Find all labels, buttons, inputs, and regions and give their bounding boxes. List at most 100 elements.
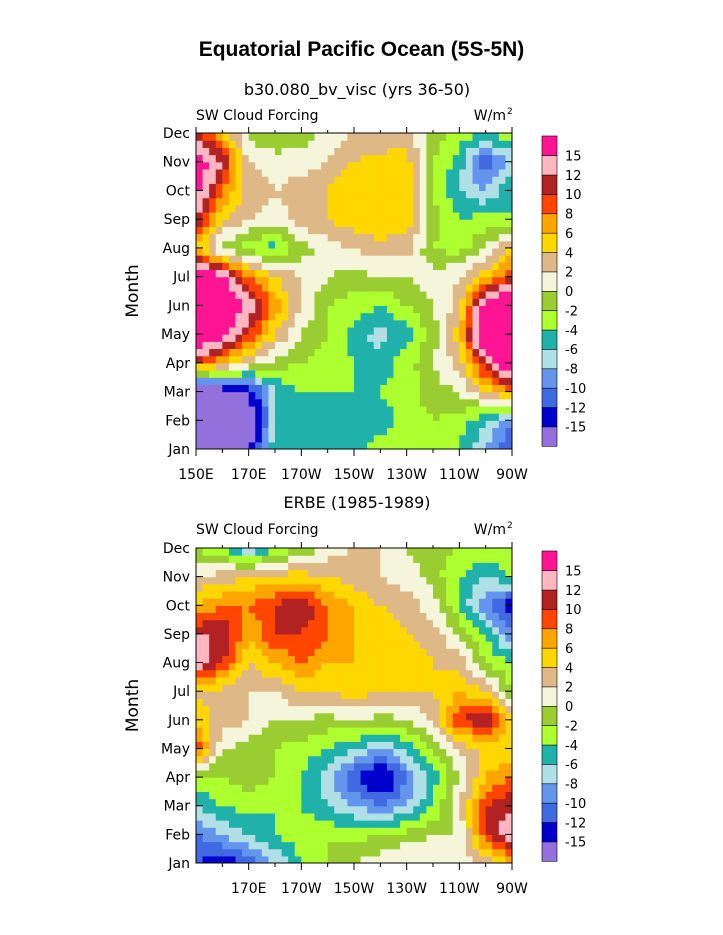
colorbar-box bbox=[541, 232, 558, 253]
heatmap-cell bbox=[367, 734, 375, 742]
heatmap-cell bbox=[215, 791, 223, 800]
heatmap-cell bbox=[354, 691, 362, 699]
heatmap-cell bbox=[242, 576, 250, 585]
page-title: Equatorial Pacific Ocean (5S-5N) bbox=[198, 38, 525, 61]
heatmap-cell bbox=[505, 441, 512, 449]
heatmap-cell bbox=[446, 719, 454, 728]
heatmap-cell bbox=[255, 626, 263, 635]
heatmap-cell bbox=[261, 812, 270, 821]
heatmap-cell bbox=[215, 562, 223, 571]
heatmap-cell bbox=[340, 240, 349, 249]
heatmap-cell bbox=[340, 698, 349, 707]
heatmap-cell bbox=[294, 341, 302, 350]
heatmap-cell bbox=[222, 619, 230, 628]
heatmap-cell bbox=[492, 219, 500, 227]
heatmap-cell bbox=[413, 276, 421, 285]
heatmap-cell bbox=[452, 855, 460, 863]
heatmap-cell bbox=[281, 441, 289, 449]
heatmap-cell bbox=[334, 755, 342, 764]
heatmap-cell bbox=[439, 133, 447, 141]
heatmap-cell bbox=[354, 812, 362, 821]
heatmap-cell bbox=[406, 641, 414, 649]
heatmap-cell bbox=[406, 648, 414, 656]
heatmap-cell bbox=[248, 583, 256, 592]
heatmap-cell bbox=[222, 384, 230, 393]
heatmap-cell bbox=[202, 233, 210, 242]
heatmap-cell bbox=[400, 341, 408, 350]
heatmap-cell bbox=[215, 719, 223, 728]
heatmap-cell bbox=[202, 605, 210, 614]
heatmap-cell bbox=[347, 140, 355, 148]
heatmap-cell bbox=[301, 298, 309, 306]
heatmap-cell bbox=[479, 798, 487, 807]
colorbar-label: -6 bbox=[565, 343, 578, 358]
heatmap-cell bbox=[406, 791, 414, 800]
heatmap-cell bbox=[485, 319, 493, 328]
heatmap-cell bbox=[334, 583, 342, 592]
heatmap-cell bbox=[485, 791, 493, 800]
heatmap-cell bbox=[380, 283, 388, 292]
heatmap-cell bbox=[268, 341, 276, 350]
heatmap-cell bbox=[446, 562, 454, 571]
heatmap-cell bbox=[209, 291, 217, 299]
heatmap-cell bbox=[242, 362, 250, 371]
heatmap-cell bbox=[373, 605, 381, 614]
heatmap-cell bbox=[505, 391, 512, 400]
heatmap-cell bbox=[373, 741, 381, 750]
heatmap-cell bbox=[472, 233, 480, 242]
heatmap-cell bbox=[367, 705, 375, 714]
heatmap-cell bbox=[327, 362, 335, 371]
heatmap-cell bbox=[380, 269, 388, 278]
heatmap-cell bbox=[479, 612, 487, 621]
heatmap-cell bbox=[209, 590, 217, 599]
heatmap-cell bbox=[228, 848, 237, 857]
heatmap-cell bbox=[465, 212, 474, 220]
heatmap-cell bbox=[281, 726, 289, 735]
heatmap-cell bbox=[242, 133, 250, 141]
heatmap-cell bbox=[393, 168, 401, 177]
heatmap-cell bbox=[505, 161, 512, 170]
heatmap-cell bbox=[406, 226, 414, 235]
heatmap-cell bbox=[255, 247, 263, 256]
heatmap-cell bbox=[505, 355, 512, 364]
colorbar-label: -15 bbox=[565, 836, 586, 851]
heatmap-cell bbox=[268, 841, 276, 850]
heatmap-cell bbox=[301, 319, 309, 328]
heatmap-cell bbox=[367, 269, 375, 278]
heatmap-cell bbox=[479, 669, 487, 678]
heatmap-cell bbox=[255, 377, 263, 385]
heatmap-cell bbox=[222, 427, 230, 436]
heatmap-cell bbox=[472, 583, 480, 592]
heatmap-cell bbox=[505, 583, 512, 592]
heatmap-cell bbox=[360, 791, 368, 800]
heatmap-cell bbox=[492, 391, 500, 400]
heatmap-cell bbox=[196, 777, 204, 785]
heatmap-cell bbox=[426, 398, 434, 407]
heatmap-cell bbox=[472, 391, 480, 400]
heatmap-cell bbox=[472, 605, 480, 614]
colorbar-box bbox=[541, 406, 558, 428]
heatmap-cell bbox=[479, 755, 487, 764]
heatmap-cell bbox=[228, 276, 237, 285]
heatmap-cell bbox=[360, 619, 368, 628]
heatmap-cell bbox=[340, 219, 349, 227]
heatmap-cell bbox=[248, 691, 256, 699]
y-tick-label: Oct bbox=[166, 183, 191, 199]
heatmap-cell bbox=[215, 705, 223, 714]
heatmap-cell bbox=[426, 705, 434, 714]
colorbar-box bbox=[541, 686, 558, 707]
heatmap-cell bbox=[288, 612, 296, 621]
heatmap-cell bbox=[426, 633, 434, 642]
heatmap-cell bbox=[222, 326, 230, 335]
heatmap-cell bbox=[228, 377, 237, 385]
heatmap-cell bbox=[485, 548, 493, 556]
heatmap-cell bbox=[327, 705, 335, 714]
heatmap-cell bbox=[400, 655, 408, 664]
heatmap-cell bbox=[255, 612, 263, 621]
heatmap-cell bbox=[419, 233, 428, 242]
heatmap-cell bbox=[334, 441, 342, 449]
heatmap-cell bbox=[465, 413, 474, 421]
heatmap-cell bbox=[419, 698, 428, 707]
heatmap-cell bbox=[340, 583, 349, 592]
heatmap-cell bbox=[347, 212, 355, 220]
